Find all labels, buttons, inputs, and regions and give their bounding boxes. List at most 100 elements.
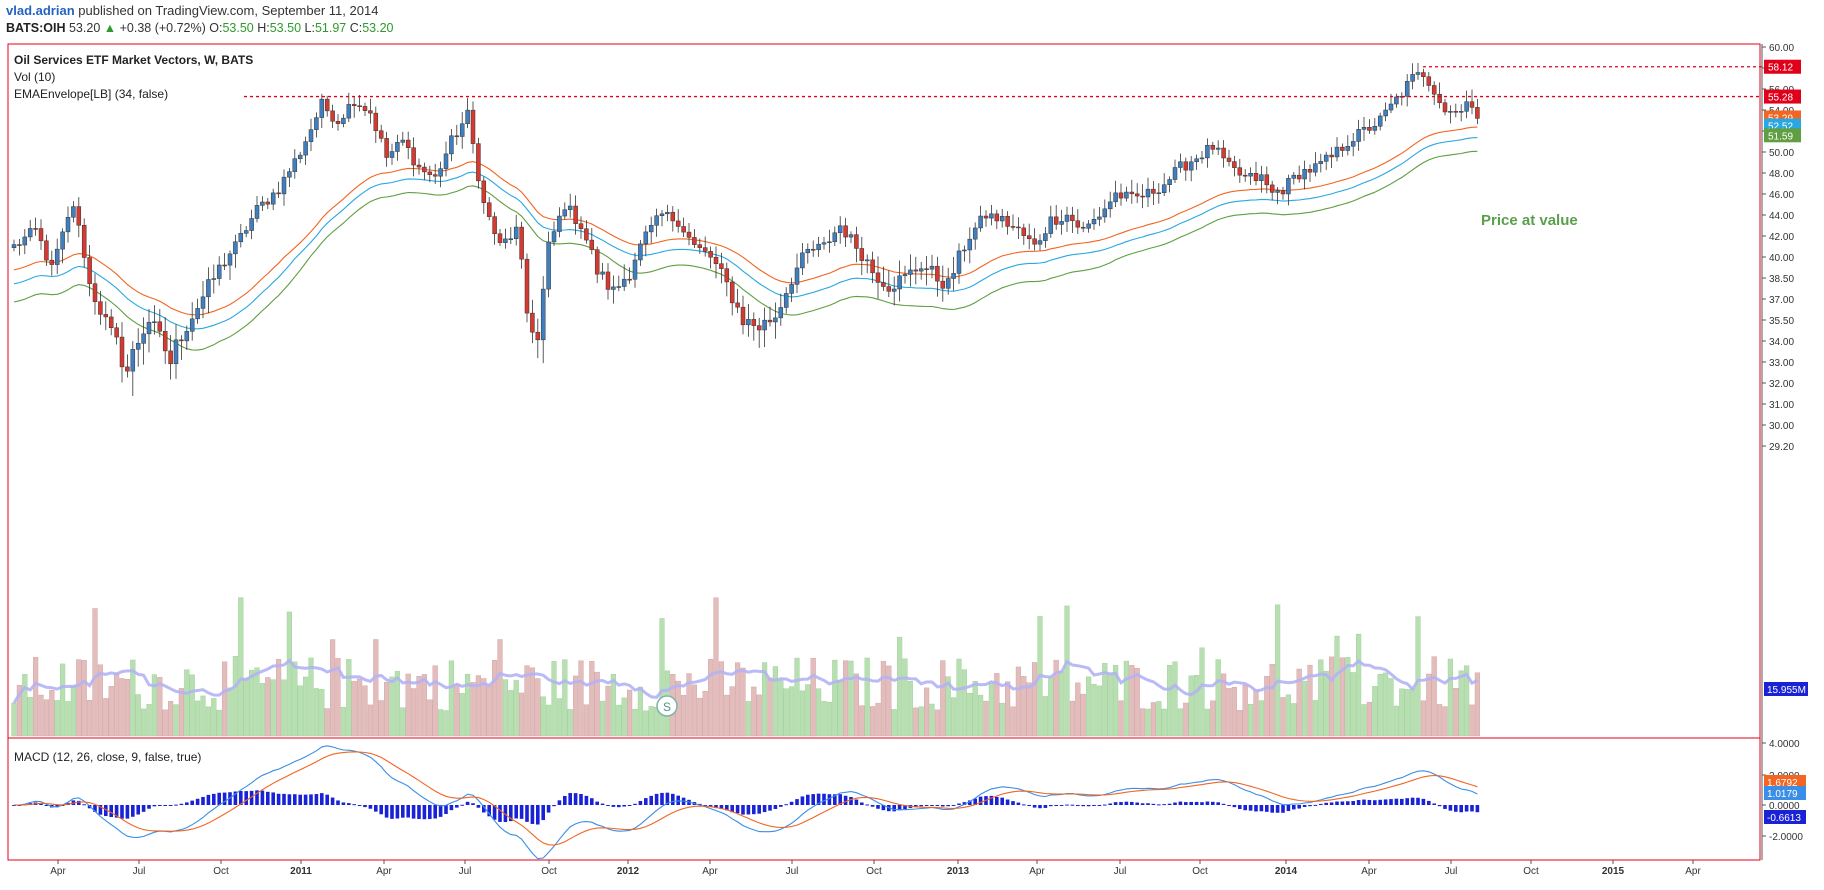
volume-bar [1339, 657, 1346, 737]
ema-upper-line [13, 137, 1478, 330]
macd-histogram-bar [1167, 803, 1172, 805]
chart-title: Oil Services ETF Market Vectors, W, BATS [14, 53, 253, 67]
candle [881, 282, 886, 287]
candle [1037, 240, 1043, 245]
candle [254, 205, 260, 219]
candle [670, 211, 676, 222]
candle [551, 231, 557, 243]
macd-histogram-bar [503, 805, 508, 823]
time-axis-label: 2011 [290, 866, 312, 877]
volume-bar [702, 691, 708, 737]
split-marker[interactable]: S [656, 695, 678, 717]
macd-histogram-bar [914, 805, 918, 808]
price-tag [1764, 89, 1801, 104]
macd-histogram-bar [1308, 805, 1312, 807]
volume-bar [1053, 659, 1059, 737]
macd-histogram-bar [892, 805, 896, 812]
time-axis-label: 2012 [617, 866, 640, 877]
volume-bar [1080, 693, 1086, 737]
macd-histogram-bar [1081, 805, 1085, 807]
volume-bar [1312, 700, 1319, 737]
volume-bar [1361, 704, 1367, 737]
macd-histogram-bar [573, 793, 578, 805]
candle [292, 158, 298, 172]
candle [794, 267, 800, 285]
macd-histogram-bar [460, 804, 464, 806]
candle [589, 239, 595, 250]
author-link[interactable]: vlad.adrian [6, 3, 75, 18]
volume-bar [427, 699, 433, 737]
candle [384, 138, 389, 158]
volume-bar [529, 667, 536, 737]
volume-bar [227, 687, 233, 737]
candle [1059, 221, 1064, 225]
candle [324, 98, 330, 112]
candle [962, 249, 967, 252]
candle [1323, 154, 1329, 162]
candle [735, 302, 740, 308]
volume-bar [184, 669, 190, 737]
volume-bar [411, 688, 417, 737]
macd-histogram-bar [973, 798, 977, 805]
candle [1404, 81, 1410, 97]
macd-histogram-bar [455, 805, 459, 808]
volume-bar [1231, 686, 1238, 737]
macd-histogram-bar [1022, 804, 1026, 806]
volume-bar [373, 639, 379, 737]
price-axis-label: 38.50 [1769, 274, 1794, 285]
candle [346, 104, 352, 119]
volume-bar [76, 659, 82, 737]
candle [1431, 85, 1437, 95]
candle [810, 248, 816, 251]
volume-bar [443, 710, 449, 737]
volume-bar [1258, 700, 1265, 737]
macd-histogram-bar [665, 792, 670, 805]
volume-bar [238, 597, 244, 737]
candle [1032, 238, 1037, 245]
volume-bar [416, 675, 422, 737]
volume-bar [1112, 664, 1119, 737]
candle [54, 248, 60, 265]
candle [940, 280, 946, 289]
candle [891, 288, 897, 292]
macd-axis-label: 0.0000 [1769, 801, 1800, 812]
volume-bar [821, 701, 827, 737]
time-axis-label: Apr [702, 866, 718, 877]
macd-histogram-bar [671, 793, 675, 805]
candle [44, 240, 49, 261]
macd-histogram-bar [158, 805, 162, 806]
macd-histogram-bar [276, 793, 281, 805]
candle [276, 192, 281, 195]
candle [1426, 76, 1432, 86]
volume-bar [627, 689, 633, 737]
volume-bar [97, 664, 104, 737]
candle [135, 343, 141, 350]
macd-histogram-bar [1119, 802, 1123, 805]
candle [416, 164, 422, 168]
macd-histogram-bar [789, 801, 794, 805]
candle [530, 312, 535, 333]
candle [708, 251, 713, 258]
candle [1064, 214, 1070, 222]
volume-bar [1107, 673, 1113, 737]
candle [1377, 115, 1383, 127]
candle [692, 237, 697, 245]
candle [1329, 154, 1334, 158]
macd-histogram-bar [492, 805, 497, 820]
candle [616, 286, 622, 288]
macd-histogram-bar [168, 805, 173, 806]
candle [1313, 163, 1318, 173]
candle [1437, 93, 1442, 103]
macd-histogram-bar [1265, 805, 1269, 812]
candle [211, 278, 217, 280]
candle [405, 139, 411, 148]
candle [125, 366, 130, 372]
macd-histogram-bar [897, 805, 902, 811]
candle [594, 249, 600, 275]
volume-bar [340, 707, 347, 737]
macd-histogram-bar [82, 804, 86, 806]
time-axis-label: Apr [1361, 866, 1377, 877]
volume-bar [189, 674, 195, 737]
macd-histogram-bar [1130, 801, 1134, 805]
